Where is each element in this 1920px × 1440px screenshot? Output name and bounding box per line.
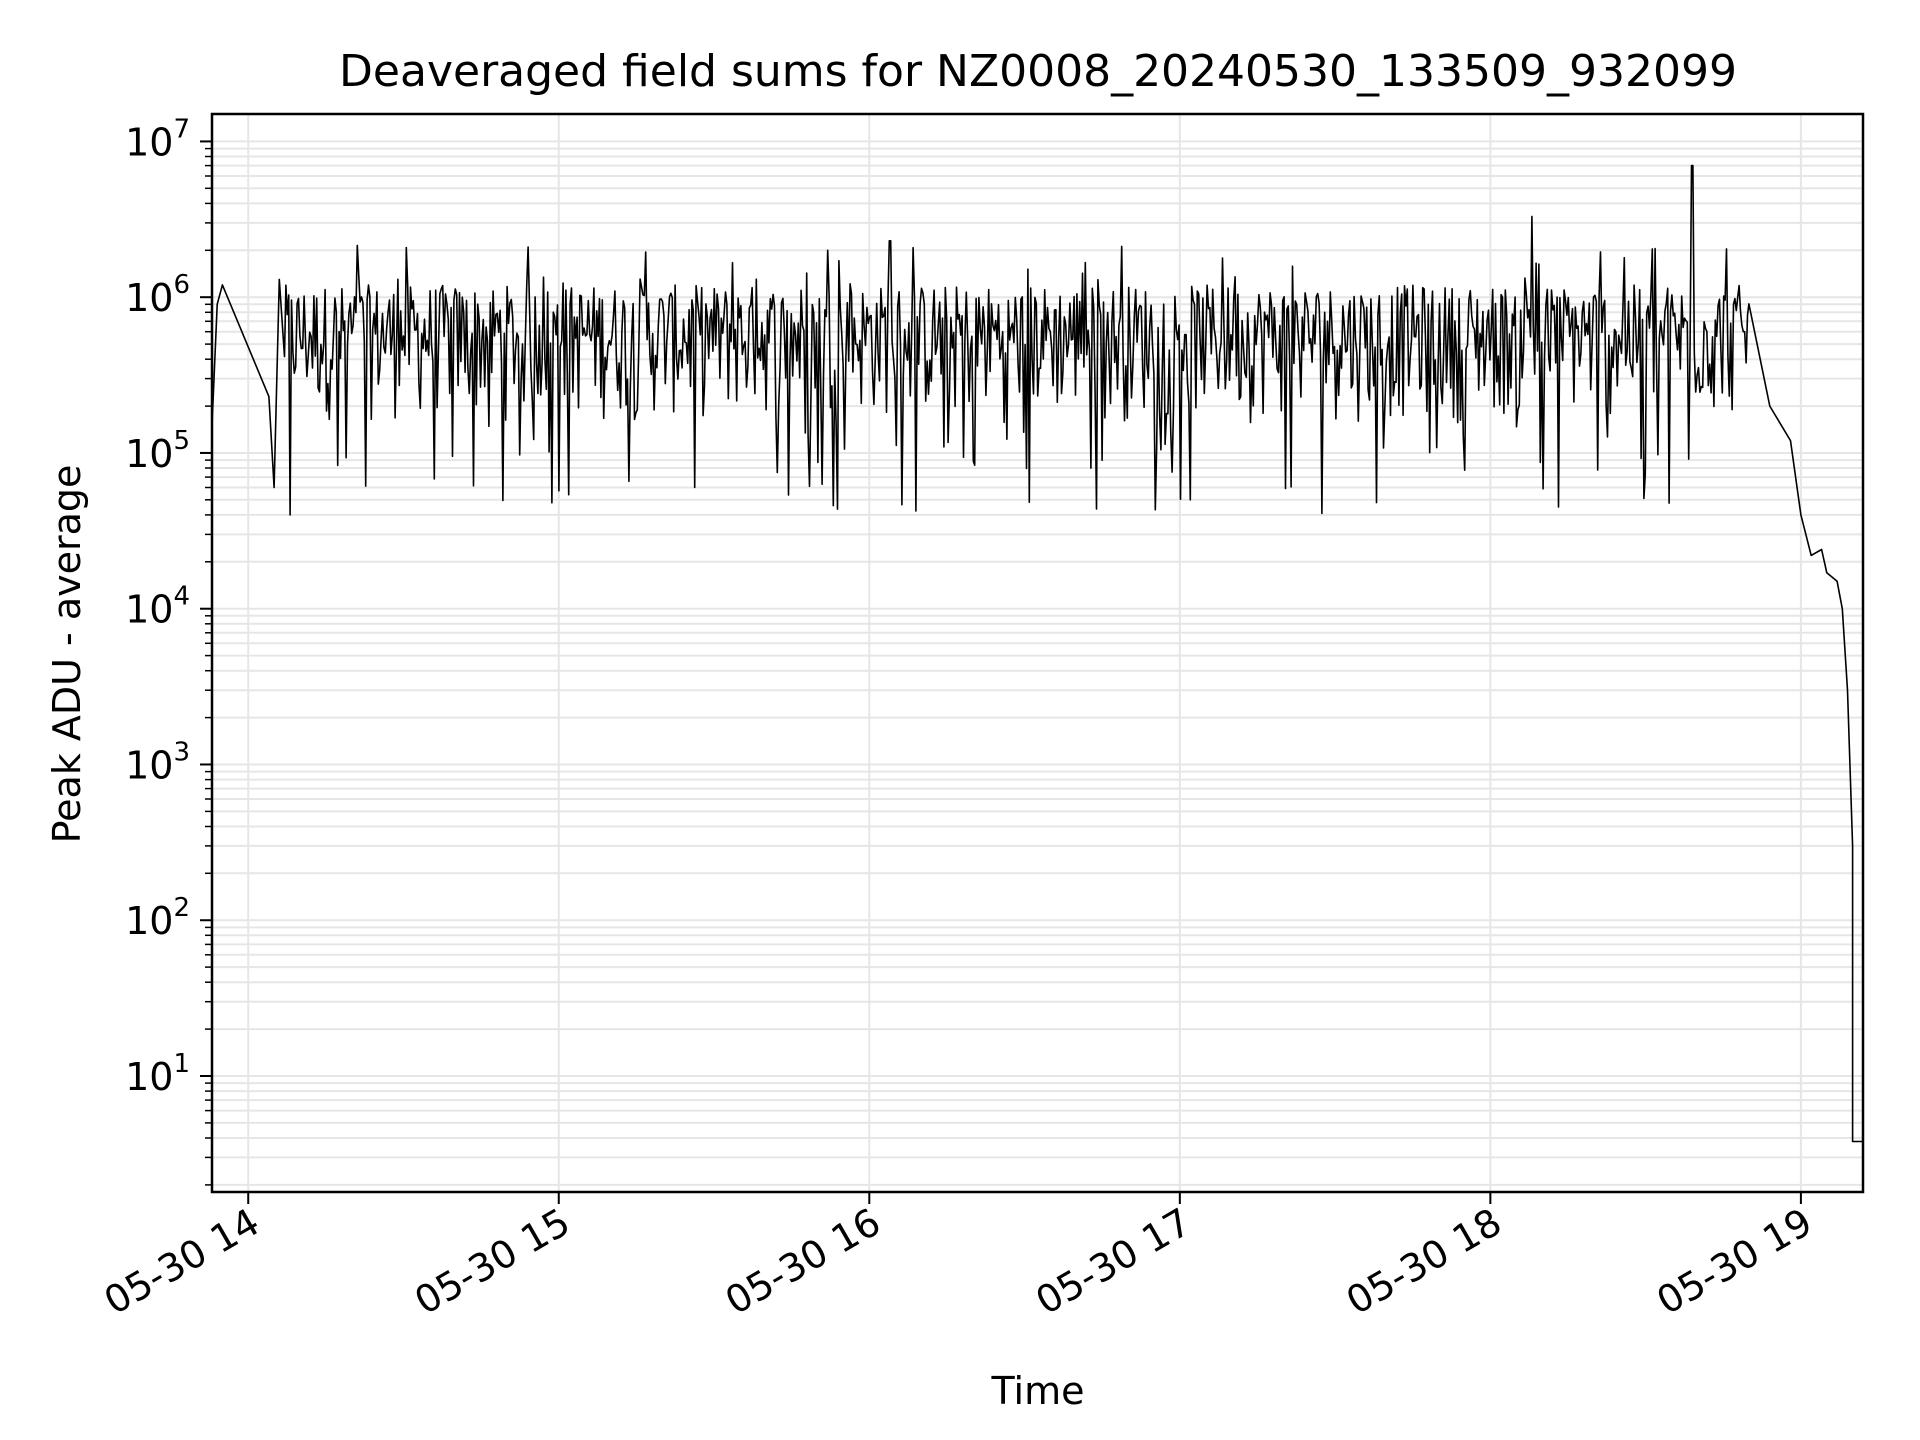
y-tick-label: 106 — [125, 270, 190, 320]
x-tick-label: 05-30 15 — [407, 1200, 577, 1324]
grid — [212, 114, 1863, 1192]
plot-frame — [210, 112, 1865, 1194]
x-tick-labels: 05-30 14 05-30 15 05-30 16 05-30 17 05-30 18… — [97, 1200, 1820, 1324]
y-tick-label: 104 — [125, 582, 190, 632]
axis-ticks — [200, 140, 1802, 1204]
series-line — [211, 164, 1863, 1143]
x-axis-label: Time — [991, 1369, 1085, 1413]
chart-title: Deaveraged field sums for NZ0008_2024053… — [339, 46, 1737, 97]
x-tick-label: 05-30 17 — [1028, 1200, 1198, 1324]
series-layer — [211, 164, 1863, 1143]
x-tick-label: 05-30 19 — [1649, 1200, 1819, 1324]
y-tick-label: 102 — [125, 893, 190, 943]
y-tick-labels: 101 102 103 104 105 106 107 — [125, 114, 190, 1099]
y-axis-label: Peak ADU - average — [45, 465, 89, 844]
x-tick-label: 05-30 18 — [1339, 1200, 1509, 1324]
x-tick-label: 05-30 16 — [718, 1200, 888, 1324]
y-tick-label: 101 — [125, 1049, 190, 1099]
y-tick-label: 105 — [125, 426, 190, 476]
x-tick-label: 05-30 14 — [97, 1200, 267, 1324]
y-tick-label: 107 — [125, 114, 190, 164]
y-tick-label: 103 — [125, 737, 190, 787]
